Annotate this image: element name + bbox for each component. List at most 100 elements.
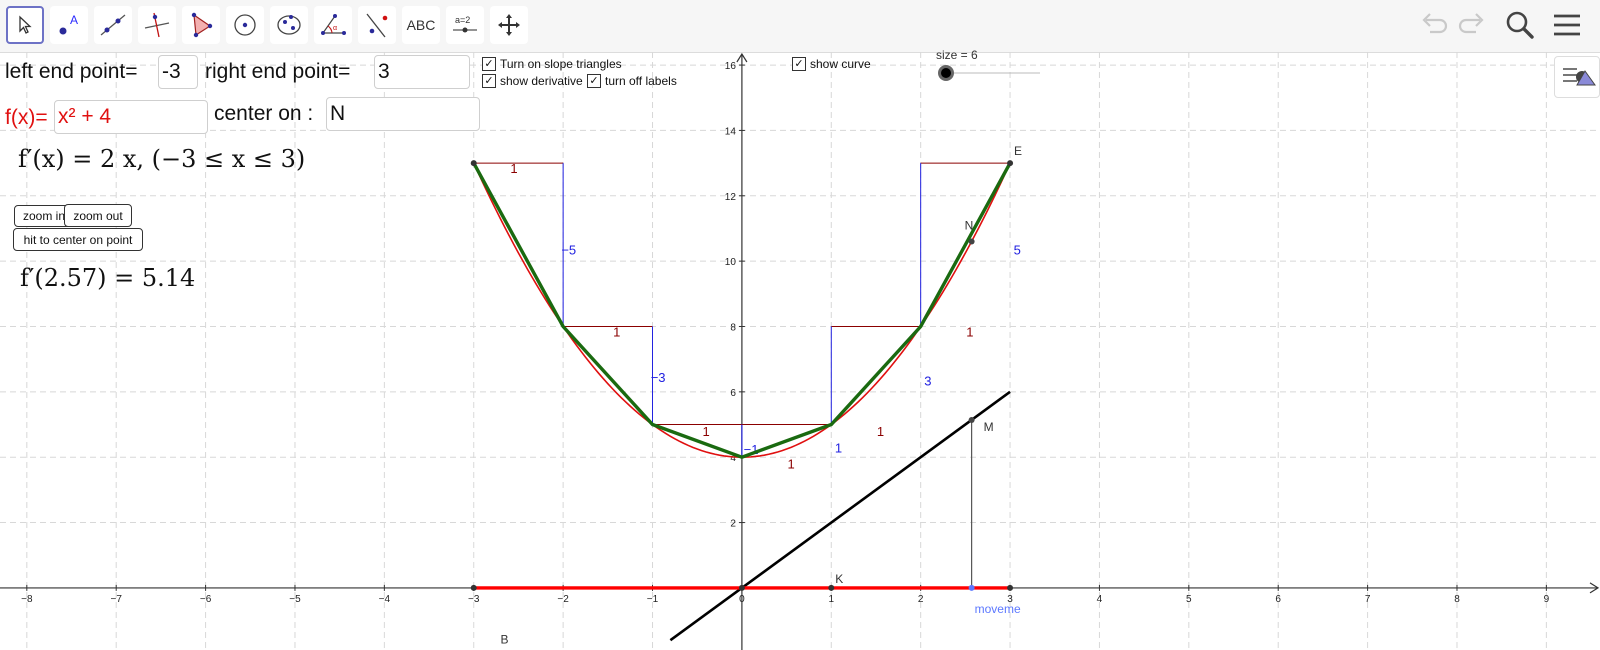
x-tick-label: 6 — [1275, 594, 1281, 605]
point-moveme — [968, 584, 975, 591]
size-slider[interactable] — [930, 62, 1050, 84]
turn-off-labels-label: turn off labels — [605, 74, 677, 88]
ellipse-tool-icon[interactable] — [270, 6, 308, 44]
y-tick-label: 10 — [725, 257, 737, 268]
point — [738, 584, 745, 591]
line-tool-icon[interactable] — [94, 6, 132, 44]
show-curve-checkbox[interactable]: ✓ show curve — [792, 57, 871, 71]
rise-label: −5 — [561, 243, 576, 258]
menu-icon[interactable] — [1550, 8, 1584, 47]
zoom-in-button[interactable]: zoom in — [14, 205, 72, 227]
point-label-K: K — [835, 572, 843, 586]
grid — [0, 52, 1600, 650]
x-tick-label: −6 — [200, 594, 212, 605]
y-axis-arrow — [736, 52, 748, 63]
point-label-moveme: moveme — [975, 602, 1021, 616]
run-label: 1 — [510, 161, 517, 176]
x-tick-label: 8 — [1454, 594, 1460, 605]
x-tick-label: 5 — [1186, 594, 1192, 605]
x-tick-label: 7 — [1365, 594, 1371, 605]
hit-center-button[interactable]: hit to center on point — [13, 228, 143, 251]
perpendicular-tool-icon[interactable] — [138, 6, 176, 44]
point — [470, 584, 477, 591]
point-tool-icon[interactable]: A — [50, 6, 88, 44]
svg-text:A: A — [70, 13, 78, 27]
slider-handle[interactable] — [941, 68, 951, 78]
move-tool-icon[interactable] — [6, 6, 44, 44]
slider-tool-icon[interactable]: a=2 — [446, 6, 484, 44]
rise-label: 1 — [835, 440, 842, 455]
run-label: 1 — [613, 324, 620, 339]
slider-tool-label: a=2 — [455, 15, 470, 25]
text-tool-icon[interactable]: ABC — [402, 6, 440, 44]
slope-triangles-label: Turn on slope triangles — [500, 57, 622, 71]
rise-label: −3 — [651, 370, 666, 385]
reflect-tool-icon[interactable] — [358, 6, 396, 44]
x-tick-label: −5 — [289, 594, 301, 605]
center-on-label: center on : — [214, 102, 314, 125]
x-tick-label: −4 — [379, 594, 391, 605]
check-icon: ✓ — [482, 57, 496, 71]
circle-tool-icon[interactable] — [226, 6, 264, 44]
search-icon[interactable] — [1503, 8, 1537, 47]
show-derivative-checkbox[interactable]: ✓ show derivative — [482, 74, 583, 88]
zoom-out-button[interactable]: zoom out — [64, 204, 132, 227]
run-label: 1 — [787, 457, 794, 472]
point-N — [968, 238, 975, 245]
y-tick-label: 12 — [725, 192, 737, 203]
y-tick-label: 2 — [730, 519, 736, 530]
y-tick-label: 6 — [730, 388, 736, 399]
check-icon: ✓ — [587, 74, 601, 88]
slope-triangles-checkbox[interactable]: ✓ Turn on slope triangles — [482, 57, 622, 71]
move-graphics-view-icon[interactable] — [490, 6, 528, 44]
show-derivative-label: show derivative — [500, 74, 583, 88]
axes — [0, 52, 1600, 650]
right-end-point-input[interactable] — [374, 55, 470, 89]
x-tick-label: −8 — [21, 594, 33, 605]
check-icon: ✓ — [792, 57, 806, 71]
x-tick-label: 2 — [918, 594, 924, 605]
text-tool-label: ABC — [406, 17, 436, 33]
style-bar-icon — [1563, 68, 1596, 86]
derivative-formula: f′(x) = 2 x, (−3 ≤ x ≤ 3) — [18, 145, 306, 173]
point — [470, 160, 477, 167]
x-tick-label: −2 — [557, 594, 569, 605]
redo-icon[interactable] — [1456, 8, 1488, 45]
left-end-point-input[interactable] — [158, 55, 198, 89]
x-tick-label: 4 — [1097, 594, 1103, 605]
center-on-input[interactable] — [326, 97, 480, 131]
function-label: f(x)= — [5, 106, 48, 129]
turn-off-labels-checkbox[interactable]: ✓ turn off labels — [587, 74, 677, 88]
run-label: 1 — [703, 424, 710, 439]
polygon-tool-icon[interactable] — [182, 6, 220, 44]
x-tick-label: 9 — [1544, 594, 1550, 605]
style-bar-toggle[interactable] — [1554, 56, 1600, 98]
point-label-B: B — [501, 632, 509, 646]
point — [1007, 160, 1014, 167]
y-tick-label: 4 — [730, 453, 736, 464]
point-M — [968, 416, 975, 423]
x-tick-label: −3 — [468, 594, 480, 605]
undo-icon[interactable] — [1418, 8, 1450, 45]
angle-tool-icon[interactable]: α — [314, 6, 352, 44]
run-label: 1 — [877, 424, 884, 439]
derivative-line — [669, 390, 1011, 642]
x-tick-label: 0 — [739, 594, 745, 605]
y-tick-label: 8 — [730, 322, 736, 333]
point — [828, 584, 835, 591]
point — [1007, 584, 1014, 591]
x-tick-label: 1 — [829, 594, 835, 605]
derivative-value: f′(2.57) = 5.14 — [20, 264, 196, 292]
x-tick-label: −1 — [647, 594, 659, 605]
rise-label: 3 — [924, 373, 931, 388]
function-input[interactable] — [54, 100, 208, 134]
y-tick-label: 14 — [725, 126, 737, 137]
x-tick-label: 3 — [1007, 594, 1013, 605]
rise-label: 5 — [1014, 243, 1021, 258]
y-tick-label: 16 — [725, 61, 737, 72]
point-label-M: M — [984, 420, 994, 434]
left-end-point-label: left end point= — [5, 60, 138, 83]
